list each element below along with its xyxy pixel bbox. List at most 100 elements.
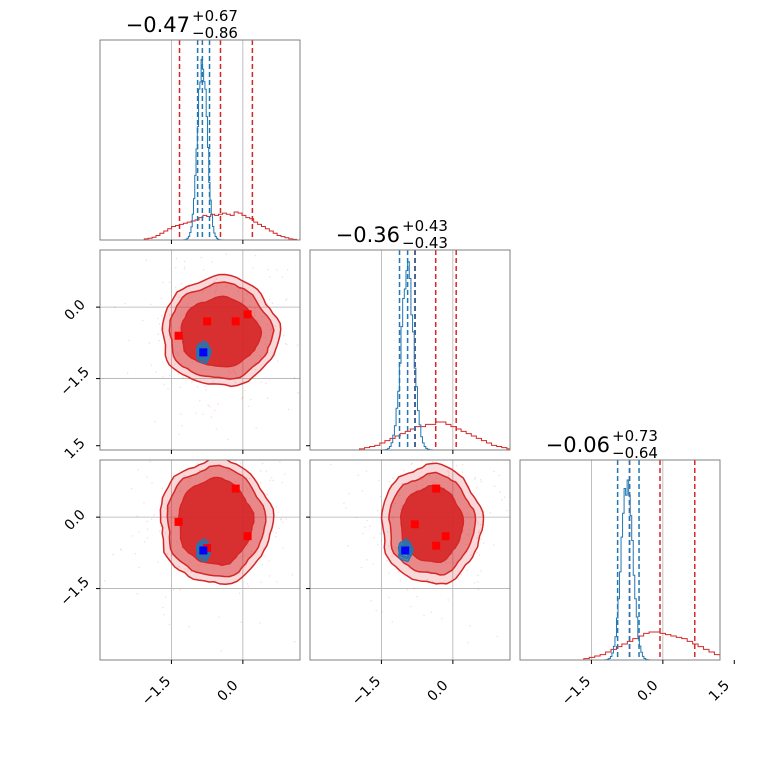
scatter-point: [120, 549, 123, 551]
scatter-point: [284, 343, 287, 345]
scatter-point: [157, 561, 159, 563]
scatter-point: [468, 440, 469, 441]
scatter-point: [138, 566, 141, 569]
panel-content: [143, 40, 298, 240]
scatter-point: [388, 545, 390, 547]
scatter-point: [241, 555, 243, 558]
scatter-point: [506, 509, 508, 512]
x-tick-label: −1.5: [559, 673, 594, 708]
scatter-point: [157, 333, 160, 335]
scatter-point: [178, 296, 180, 298]
scatter-point: [232, 367, 235, 369]
scatter-point: [261, 462, 264, 465]
scatter-point: [365, 470, 368, 472]
scatter-point: [468, 528, 470, 531]
scatter-point: [276, 269, 278, 271]
scatter-point: [324, 486, 325, 487]
scatter-point: [150, 303, 152, 306]
scatter-point: [249, 305, 251, 307]
blue-contour-level-2: [197, 541, 211, 560]
scatter-point: [178, 433, 180, 435]
scatter-point: [209, 470, 212, 472]
scatter-point: [254, 516, 256, 519]
scatter-point: [257, 319, 259, 321]
scatter-point: [496, 635, 498, 638]
scatter-point: [195, 412, 197, 414]
scatter-point: [276, 581, 278, 583]
scatter-point: [32, 560, 33, 561]
scatter-point: [361, 490, 364, 492]
scatter-point: [215, 289, 217, 291]
scatter-point: [297, 392, 299, 394]
scatter-point: [211, 261, 213, 263]
scatter-point: [305, 526, 306, 527]
scatter-point: [198, 453, 199, 454]
scatter-point: [239, 462, 242, 464]
scatter-point: [348, 493, 350, 495]
scatter-point: [205, 389, 207, 391]
panel-content: [100, 212, 322, 450]
scatter-point: [250, 398, 252, 401]
scatter-point: [275, 506, 278, 508]
scatter-point: [468, 420, 469, 421]
scatter-point: [306, 361, 307, 362]
scatter-point: [252, 267, 254, 269]
scatter-point: [134, 552, 137, 555]
scatter-point: [165, 507, 168, 510]
scatter-point: [168, 338, 171, 340]
scatter-point: [174, 363, 176, 365]
scatter-point: [177, 373, 180, 375]
scatter-point: [280, 518, 282, 520]
scatter-point: [114, 306, 116, 308]
scatter-point: [483, 514, 486, 517]
scatter-point: [162, 281, 164, 284]
scatter-point: [477, 581, 479, 583]
scatter-point: [232, 369, 235, 372]
scatter-point: [254, 212, 255, 213]
scatter-point: [400, 508, 402, 511]
scatter-point: [146, 476, 148, 478]
scatter-point: [321, 279, 322, 280]
x-tick-label: −1.5: [349, 673, 384, 708]
scatter-point: [174, 286, 177, 288]
scatter-point: [214, 409, 216, 412]
scatter-point: [428, 474, 430, 477]
scatter-point: [447, 470, 449, 472]
scatter-point: [476, 537, 478, 539]
scatter-point: [237, 415, 238, 416]
scatter-point: [180, 283, 183, 285]
scatter-point: [244, 456, 245, 457]
scatter-point: [282, 547, 284, 549]
scatter-point: [210, 416, 213, 418]
scatter-point: [266, 494, 268, 496]
scatter-point: [143, 502, 145, 504]
scatter-point: [434, 481, 436, 484]
scatter-point: [145, 259, 148, 262]
scatter-point: [229, 372, 231, 374]
scatter-point: [158, 340, 160, 342]
scatter-point: [503, 496, 506, 498]
scatter-point: [242, 396, 244, 398]
scatter-point: [253, 311, 255, 314]
scatter-point: [178, 565, 180, 568]
diag-frame: [99, 39, 301, 241]
red-histogram: [583, 631, 720, 660]
diag-title-value: −0.47: [126, 13, 190, 37]
scatter-point: [431, 480, 433, 483]
scatter-point: [467, 642, 469, 644]
scatter-point: [431, 461, 434, 463]
scatter-point: [357, 474, 360, 477]
scatter-point: [401, 416, 402, 417]
scatter-point: [130, 487, 133, 490]
scatter-point: [447, 599, 449, 601]
scatter-point: [248, 491, 251, 493]
scatter-point: [155, 371, 157, 373]
scatter-point: [264, 337, 266, 339]
scatter-point: [487, 436, 488, 437]
scatter-point: [242, 457, 243, 458]
scatter-point: [265, 323, 268, 326]
blue-contour-level-1: [195, 340, 212, 365]
scatter-point: [355, 516, 358, 519]
scatter-point: [160, 430, 161, 431]
